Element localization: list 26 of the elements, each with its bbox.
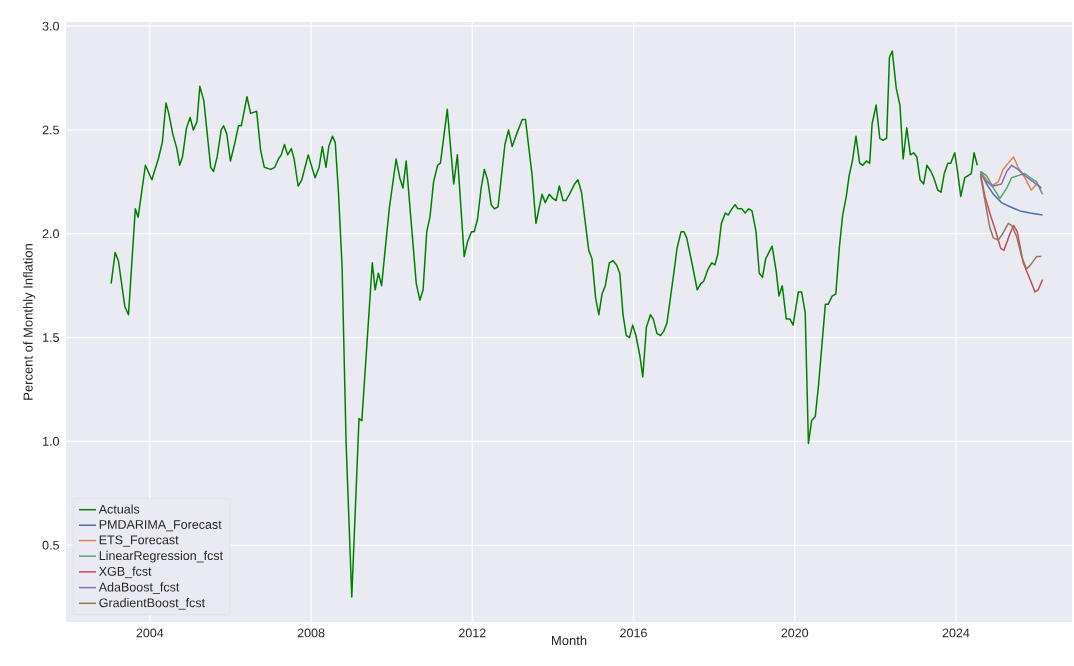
y-tick-label: 1.5 (43, 333, 59, 342)
legend-label: XGB_fcst (99, 566, 152, 579)
line-series (979, 164, 1043, 189)
line-series (979, 172, 1044, 293)
x-tick-label: 2012 (459, 628, 486, 638)
line-series (979, 156, 1043, 191)
x-tick-label: 2004 (136, 628, 164, 638)
line-series (979, 174, 1043, 270)
y-tick-label: 0.5 (42, 540, 59, 550)
x-axis-title: Month (552, 635, 587, 646)
x-tick-label: 2024 (942, 628, 970, 638)
x-tick-label: 2016 (620, 628, 647, 638)
line-series (979, 170, 1044, 200)
y-tick-label: 2.5 (42, 125, 59, 135)
x-tick-label: 2020 (781, 628, 809, 638)
legend-label: Actuals (98, 504, 140, 514)
legend-label: AdaBoost_fcst (98, 582, 180, 594)
x-tick-label: 2008 (297, 628, 325, 638)
y-tick-label: 2.0 (42, 229, 59, 239)
legend-label: LinearRegression_fcst (99, 550, 223, 563)
legend-label: GradientBoost_fcst (99, 598, 205, 610)
legend-label: ETS_Forecast (99, 535, 179, 547)
y-axis-title: Percent of Monthly Inflation (23, 244, 36, 400)
y-tick-label: 3.0 (42, 21, 59, 31)
legend-label: PMDARIMA_Forecast (99, 520, 222, 532)
y-tick-label: 1.0 (43, 436, 59, 446)
